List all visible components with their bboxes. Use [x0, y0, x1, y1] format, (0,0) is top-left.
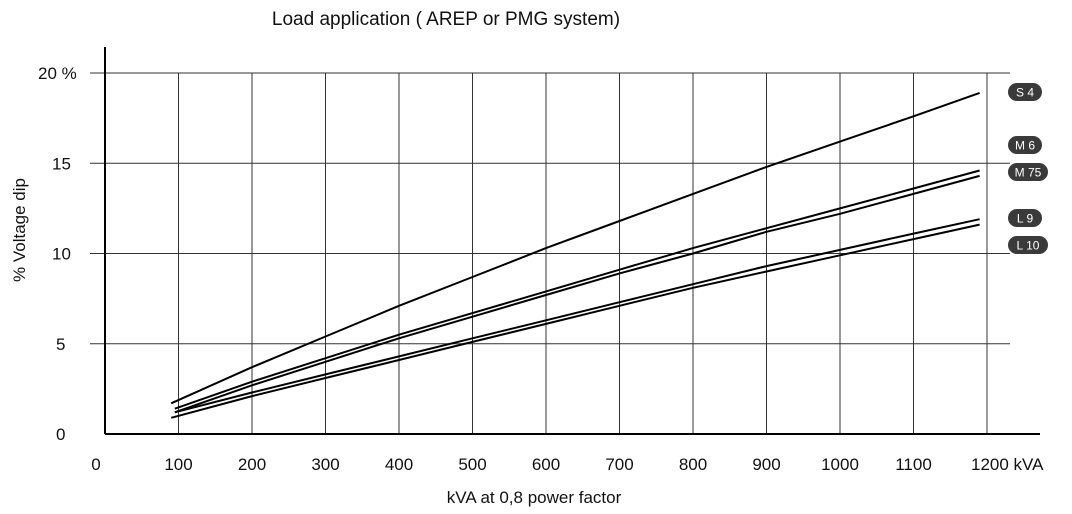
series-tag-badge [1008, 236, 1048, 254]
series-tag-m6: M 6 [1008, 136, 1042, 154]
series-lines [170, 91, 980, 419]
y-tick-label-20: 20 % [38, 64, 77, 83]
series-tag-label: L 9 [1017, 212, 1034, 226]
axes [104, 47, 1040, 435]
x-tick-label-1200: 1200 kVA [971, 455, 1044, 474]
series-tag-l9: L 9 [1008, 209, 1042, 227]
x-tick-label-300: 300 [311, 455, 339, 474]
series-tag-m75: M 75 [1008, 163, 1048, 181]
x-tick-label-700: 700 [605, 455, 633, 474]
series-tag-badge [1008, 83, 1042, 101]
x-tick-label-1000: 1000 [821, 455, 859, 474]
x-tick-label-400: 400 [385, 455, 413, 474]
grid-lines [90, 72, 1010, 434]
x-tick-label-800: 800 [679, 455, 707, 474]
series-tag-s4: S 4 [1008, 83, 1042, 101]
series-tag-label: L 10 [1017, 239, 1040, 253]
x-tick-label-100: 100 [164, 455, 192, 474]
x-tick-label-900: 900 [752, 455, 780, 474]
y-axis-label: % Voltage dip [10, 178, 29, 282]
series-tag-l10: L 10 [1008, 236, 1048, 254]
series-line-s4 [170, 91, 980, 405]
tick-labels: 0 100 200 300 400 500 600 700 800 900 1000 1100 1200… [38, 64, 1044, 474]
series-line-l9 [174, 218, 980, 414]
series-tags: S 4 M 6 M 75 L 9 L 10 [1008, 83, 1048, 254]
series-line-m6 [174, 169, 980, 410]
series-tag-badge [1008, 209, 1042, 227]
series-tag-badge [1008, 163, 1048, 181]
y-tick-label-5: 5 [56, 335, 65, 354]
x-tick-label-0: 0 [91, 455, 100, 474]
series-tag-label: M 75 [1015, 166, 1042, 180]
x-tick-label-200: 200 [238, 455, 266, 474]
series-line-l10 [170, 223, 980, 419]
series-tag-label: M 6 [1015, 139, 1035, 153]
y-tick-label-0: 0 [56, 425, 65, 444]
chart-title: Load application ( AREP or PMG system) [272, 9, 620, 30]
x-tick-label-500: 500 [458, 455, 486, 474]
x-tick-label-600: 600 [532, 455, 560, 474]
x-tick-label-1100: 1100 [895, 455, 932, 474]
series-tag-badge [1008, 136, 1042, 154]
y-tick-label-10: 10 [52, 245, 71, 264]
y-tick-label-15: 15 [52, 154, 71, 173]
series-line-m75 [174, 174, 980, 414]
series-tag-label: S 4 [1016, 86, 1034, 100]
x-axis-label: kVA at 0,8 power factor [447, 488, 622, 507]
